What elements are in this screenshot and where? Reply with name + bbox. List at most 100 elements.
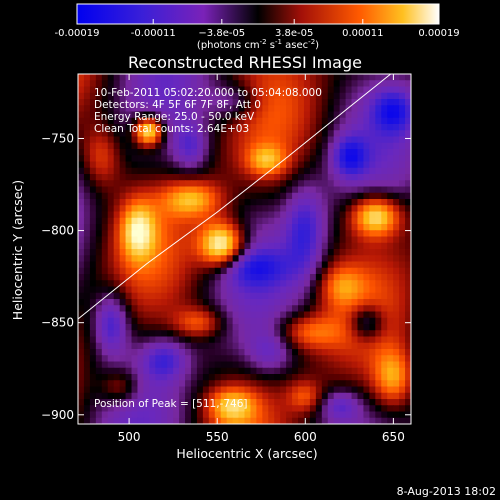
heatmap-cell	[155, 161, 162, 169]
heatmap-cell	[357, 311, 365, 319]
heatmap-cell	[232, 149, 240, 156]
heatmap-cell	[185, 99, 192, 106]
heatmap-cell	[119, 342, 127, 350]
heatmap-cell	[256, 99, 263, 106]
heatmap-cell	[309, 130, 317, 138]
heatmap-cell	[173, 255, 180, 263]
heatmap-cell	[214, 342, 222, 350]
heatmap-cell	[393, 74, 400, 81]
heatmap-cell	[286, 199, 293, 206]
heatmap-cell	[161, 236, 168, 244]
heatmap-cell	[309, 299, 317, 306]
heatmap-cell	[369, 117, 376, 125]
heatmap-cell	[83, 311, 91, 319]
heatmap-cell	[214, 405, 222, 413]
heatmap-cell	[333, 230, 341, 238]
heatmap-cell	[393, 330, 400, 338]
heatmap-cell	[274, 330, 281, 338]
heatmap-cell	[369, 405, 376, 413]
heatmap-cell	[208, 155, 216, 163]
heatmap-cell	[339, 286, 347, 294]
heatmap-cell	[89, 224, 97, 231]
heatmap-cell	[113, 236, 121, 244]
heatmap-cell	[214, 174, 222, 181]
heatmap-cell	[220, 224, 228, 231]
y-tick-label: −750	[41, 131, 74, 145]
colorbar-ticks: -0.00019 -0.00011 −3.8e-05 3.8e-05 0.00011 0.…	[55, 19, 460, 39]
heatmap-cell	[303, 242, 311, 250]
heatmap-cell	[196, 117, 204, 125]
heatmap-cell	[357, 192, 365, 200]
heatmap-cell	[226, 230, 234, 238]
heatmap-cell	[232, 299, 240, 306]
heatmap-cell	[345, 136, 353, 144]
heatmap-cell	[393, 111, 400, 119]
heatmap-cell	[315, 86, 323, 94]
heatmap-cell	[333, 374, 341, 381]
heatmap-cell	[119, 217, 127, 225]
heatmap-cell	[125, 174, 133, 181]
heatmap-cell	[268, 255, 275, 263]
heatmap-cell	[137, 230, 145, 238]
heatmap-cell	[268, 274, 275, 281]
heatmap-cell	[226, 124, 234, 131]
heatmap-cell	[333, 355, 341, 363]
heatmap-cell	[315, 411, 323, 419]
heatmap-cell	[369, 311, 376, 319]
heatmap-cell	[167, 367, 174, 375]
heatmap-cell	[333, 136, 341, 144]
heatmap-cell	[143, 261, 150, 269]
heatmap-cell	[95, 186, 103, 194]
heatmap-cell	[179, 117, 186, 125]
heatmap-cell	[244, 86, 252, 94]
heatmap-cell	[274, 192, 281, 200]
heatmap-cell	[393, 311, 400, 319]
heatmap-cell	[101, 105, 109, 113]
heatmap-cell	[232, 230, 240, 238]
heatmap-cell	[226, 92, 234, 100]
heatmap-cell	[345, 230, 353, 238]
heatmap-cell	[315, 286, 323, 294]
heatmap-cell	[405, 117, 411, 125]
heatmap-cell	[298, 149, 305, 156]
heatmap-cell	[381, 217, 388, 225]
heatmap-cell	[399, 342, 406, 350]
heatmap-cell	[369, 199, 376, 206]
heatmap-cell	[274, 349, 281, 356]
heatmap-cell	[185, 380, 192, 388]
heatmap-cell	[262, 149, 269, 156]
heatmap-cell	[262, 111, 269, 119]
heatmap-cell	[155, 392, 162, 400]
heatmap-cell	[327, 336, 335, 344]
heatmap-cell	[173, 324, 180, 331]
heatmap-cell	[292, 80, 299, 88]
heatmap-cell	[357, 217, 365, 225]
heatmap-cell	[143, 111, 150, 119]
heatmap-cell	[173, 386, 180, 394]
heatmap-cell	[339, 117, 347, 125]
heatmap-cell	[256, 217, 263, 225]
heatmap-cell	[155, 99, 162, 106]
heatmap-cell	[202, 130, 210, 138]
heatmap-cell	[399, 192, 406, 200]
heatmap-cell	[381, 405, 388, 413]
heatmap-cell	[173, 280, 180, 288]
heatmap-cell	[268, 217, 275, 225]
heatmap-cell	[107, 336, 115, 344]
heatmap-cell	[196, 374, 204, 381]
heatmap-cell	[321, 342, 329, 350]
heatmap-cell	[363, 230, 370, 238]
heatmap-cell	[399, 92, 406, 100]
heatmap-cell	[238, 86, 246, 94]
heatmap-cell	[238, 317, 246, 325]
heatmap-cell	[89, 417, 97, 424]
heatmap-cell	[202, 224, 210, 231]
heatmap-cell	[149, 367, 156, 375]
heatmap-cell	[399, 174, 406, 181]
heatmap-cell	[190, 236, 198, 244]
heatmap-cell	[321, 355, 329, 363]
heatmap-cell	[125, 274, 133, 281]
heatmap-cell	[303, 417, 311, 424]
heatmap-cell	[256, 205, 263, 213]
heatmap-cell	[256, 274, 263, 281]
